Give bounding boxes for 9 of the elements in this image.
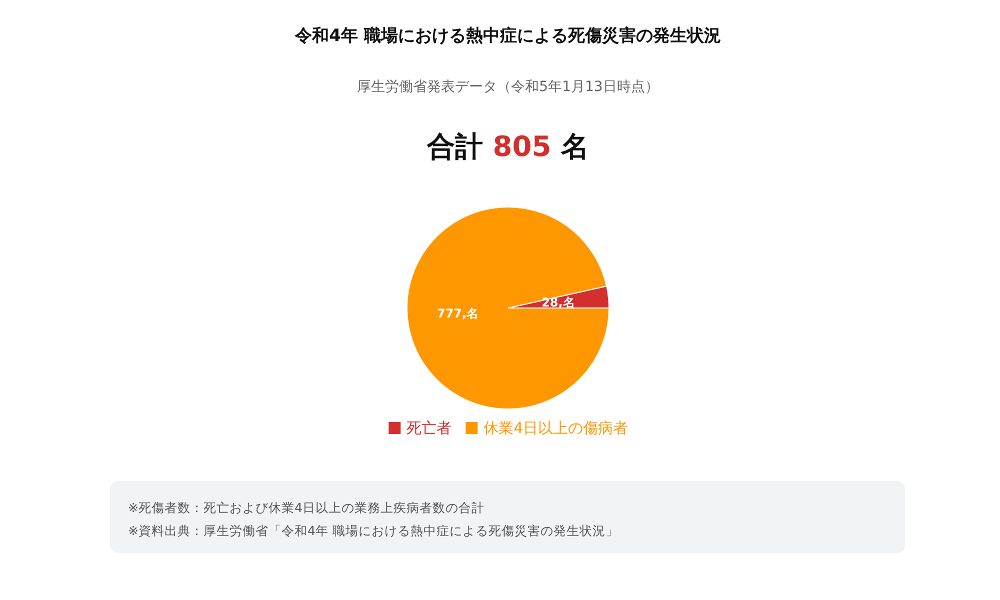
data-label: 777,名: [436, 306, 479, 321]
pie-slice: [406, 206, 610, 410]
text: 合計 805 名: [426, 130, 589, 162]
text: ※資料出典：厚生労働省「令和4年 職場における熱中症による死傷災害の発生状況」: [128, 522, 618, 538]
chart-subtitle: 厚生労働省発表データ（令和5年1月13日時点）: [357, 79, 659, 95]
text: ※死傷者数：死亡および休業4日以上の業務上疾病者数の合計: [128, 500, 484, 514]
legend-label: 死亡者: [406, 419, 452, 437]
chart-title: 令和4年 職場における熱中症による死傷災害の発生状況: [294, 26, 721, 46]
legend-label: 休業4日以上の傷病者: [484, 419, 628, 437]
